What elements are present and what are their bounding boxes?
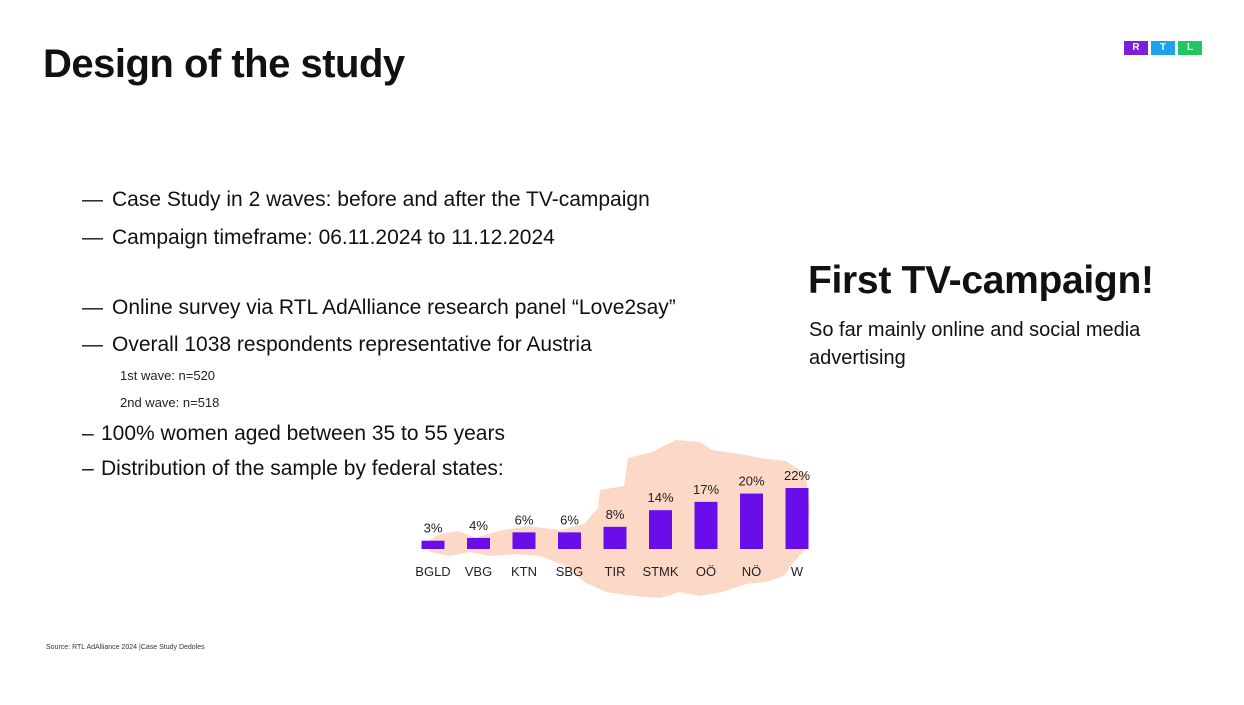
category-label-8: W — [791, 564, 804, 579]
bar-6 — [694, 501, 718, 549]
slide-title: Design of the study — [43, 42, 405, 86]
bullet-dash: — — [82, 226, 103, 249]
bullet-dash: — — [82, 188, 103, 211]
bars-group — [421, 488, 809, 549]
category-label-3: SBG — [556, 564, 583, 579]
austria-map-shape — [428, 440, 810, 598]
bullet-text: Case Study in 2 waves: before and after … — [112, 188, 650, 211]
value-label-6: 17% — [693, 482, 719, 497]
value-label-1: 4% — [469, 518, 488, 533]
category-label-0: BGLD — [415, 564, 450, 579]
rtl-logo-r: R — [1124, 41, 1148, 55]
value-label-3: 6% — [560, 512, 579, 527]
bullet-text: Distribution of the sample by federal st… — [101, 457, 504, 480]
rtl-logo-l: L — [1178, 41, 1202, 55]
category-label-6: OÖ — [696, 564, 716, 579]
bullet-dash: — — [82, 333, 103, 356]
bullet-respondents: — Overall 1038 respondents representative… — [82, 333, 592, 357]
bullet-text: Overall 1038 respondents representative … — [112, 333, 592, 356]
category-labels-group: BGLD VBG KTN SBG TIR STMK OÖ NÖ W — [415, 564, 804, 579]
bullet-survey: — Online survey via RTL AdAlliance resear… — [82, 296, 676, 320]
sub-item-first-wave: 1st wave: n=520 — [120, 368, 216, 383]
value-label-8: 22% — [784, 468, 810, 483]
callout-text: So far mainly online and social media ad… — [809, 319, 1141, 369]
bar-2 — [512, 532, 536, 549]
source-note: Source: RTL AdAlliance 2024 |Case Study … — [46, 644, 205, 651]
bullet-dash: – — [82, 457, 94, 480]
value-label-4: 8% — [606, 507, 625, 522]
bar-4 — [603, 526, 627, 549]
category-label-7: NÖ — [742, 564, 762, 579]
rtl-logo-t: T — [1151, 41, 1175, 55]
value-label-7: 20% — [738, 474, 764, 489]
bullet-text: Campaign timeframe: 06.11.2024 to 11.12.… — [112, 226, 555, 249]
category-label-2: KTN — [511, 564, 537, 579]
category-label-5: STMK — [642, 564, 678, 579]
bar-8 — [785, 488, 809, 549]
category-label-1: VBG — [465, 564, 492, 579]
bar-5 — [649, 510, 672, 549]
bullet-text: Online survey via RTL AdAlliance researc… — [112, 296, 676, 319]
bar-1 — [467, 537, 490, 549]
bullet-dash: — — [82, 296, 103, 319]
bullet-dash: – — [82, 422, 94, 445]
bullet-distribution: – Distribution of the sample by federal s… — [82, 457, 504, 481]
value-label-5: 14% — [647, 490, 673, 505]
sub-item-second-wave: 2nd wave: n=518 — [120, 395, 220, 410]
bullet-women: –100% women aged between 35 to 55 years — [82, 422, 505, 446]
bullet-timeframe: — Campaign timeframe: 06.11.2024 to 11.12… — [82, 226, 555, 250]
callout-heading: First TV-campaign! — [808, 259, 1154, 302]
bar-7 — [740, 493, 763, 549]
rtl-logo: R T L — [1124, 41, 1202, 55]
bullet-text: 100% women aged between 35 to 55 years — [101, 422, 505, 445]
bar-0 — [421, 540, 445, 549]
bar-3 — [558, 532, 581, 549]
category-label-4: TIR — [605, 564, 626, 579]
value-labels-group: 3% 4% 6% 6% 8% 14% 17% 20% 22% — [424, 468, 811, 536]
value-label-2: 6% — [515, 512, 534, 527]
bullet-waves: — Case Study in 2 waves: before and after… — [82, 188, 650, 212]
value-label-0: 3% — [424, 521, 443, 536]
